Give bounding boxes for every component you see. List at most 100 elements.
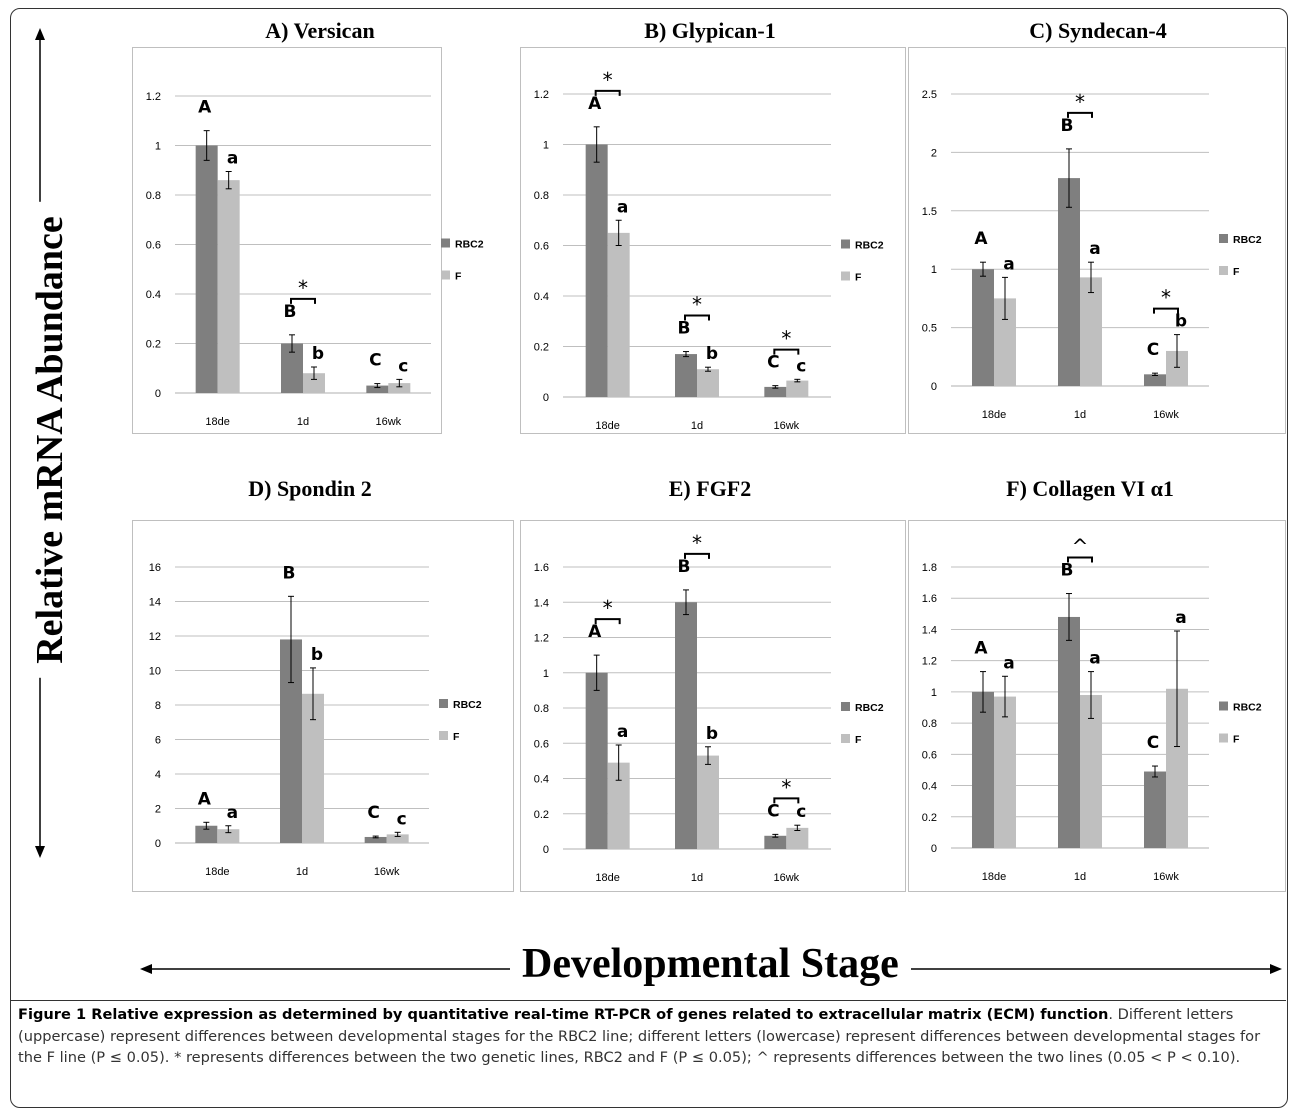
significance-mark: * bbox=[1161, 286, 1171, 310]
y-tick-label: 0.8 bbox=[534, 190, 549, 202]
y-tick-label: 1 bbox=[931, 687, 937, 699]
figure-frame bbox=[10, 8, 1288, 1108]
y-tick-label: 8 bbox=[155, 700, 161, 712]
significance-letter: A bbox=[588, 622, 602, 642]
significance-letter: a bbox=[617, 722, 628, 742]
bar-rbc2 bbox=[675, 354, 697, 397]
caption-label: Figure 1 Relative expression as determin… bbox=[18, 1006, 1109, 1023]
y-tick-label: 1 bbox=[931, 264, 937, 276]
y-tick-label: 0.2 bbox=[534, 809, 549, 821]
x-tick-label: 16wk bbox=[1153, 871, 1179, 883]
significance-letter: c bbox=[796, 356, 806, 376]
y-tick-label: 0 bbox=[931, 843, 937, 855]
x-tick-label: 16wk bbox=[773, 420, 799, 432]
bar-rbc2 bbox=[675, 602, 697, 849]
x-tick-label: 18de bbox=[982, 409, 1006, 421]
x-axis-title-text: Developmental Stage bbox=[510, 941, 911, 987]
bar-f bbox=[1080, 695, 1102, 848]
bar-rbc2 bbox=[972, 269, 994, 386]
significance-letter: c bbox=[398, 356, 408, 376]
bar-rbc2 bbox=[195, 825, 218, 843]
significance-bracket bbox=[773, 797, 800, 804]
legend-label: F bbox=[855, 272, 862, 284]
y-tick-label: 0.4 bbox=[146, 289, 161, 301]
bar-rbc2 bbox=[280, 639, 302, 843]
y-tick-label: 0.2 bbox=[534, 342, 549, 354]
legend-swatch-rbc2 bbox=[1219, 701, 1228, 711]
figure-caption: Figure 1 Relative expression as determin… bbox=[18, 1004, 1280, 1069]
significance-mark: ^ bbox=[1072, 535, 1089, 559]
chart-svg: 0 0.2 0.4 0.6 0.8 1 1.2 1.4 1.6 1.8 18de Aa 1d Ba ^ 16w… bbox=[922, 535, 1262, 883]
significance-letter: C bbox=[369, 351, 381, 371]
x-tick-label: 18de bbox=[595, 420, 619, 432]
significance-mark: * bbox=[781, 327, 791, 351]
significance-letter: A bbox=[198, 789, 212, 809]
legend-label: RBC2 bbox=[855, 240, 884, 252]
y-tick-label: 1.2 bbox=[534, 633, 549, 645]
significance-letter: B bbox=[678, 557, 691, 577]
y-tick-label: 1.6 bbox=[922, 593, 937, 605]
significance-letter: a bbox=[227, 148, 238, 168]
legend-swatch-f bbox=[841, 734, 850, 743]
y-tick-label: 0.4 bbox=[922, 781, 937, 793]
caption-text: . Different letters (uppercase) represen… bbox=[18, 1006, 1261, 1066]
bar-f bbox=[994, 696, 1016, 848]
significance-letter: B bbox=[283, 563, 296, 583]
bar-f bbox=[217, 180, 240, 393]
y-tick-label: 10 bbox=[149, 666, 161, 678]
significance-letter: C bbox=[767, 353, 779, 373]
bar-rbc2 bbox=[585, 672, 608, 849]
legend-swatch-f bbox=[1219, 733, 1228, 743]
y-tick-label: 1.8 bbox=[922, 562, 937, 574]
significance-letter: a bbox=[1003, 653, 1014, 673]
significance-letter: b bbox=[706, 724, 718, 744]
caption-divider bbox=[10, 1000, 1286, 1107]
x-tick-label: 1d bbox=[691, 420, 703, 432]
bar-f bbox=[697, 369, 719, 397]
panel-title: A) Versican bbox=[265, 18, 375, 43]
legend-swatch-f bbox=[441, 270, 450, 280]
legend-label: F bbox=[855, 734, 862, 746]
y-tick-label: 0.6 bbox=[922, 749, 937, 761]
legend-label: RBC2 bbox=[855, 702, 884, 714]
bar-rbc2 bbox=[1144, 771, 1166, 848]
y-tick-label: 0 bbox=[543, 392, 549, 404]
significance-letter: A bbox=[588, 94, 602, 114]
significance-letter: B bbox=[284, 302, 297, 322]
significance-bracket bbox=[684, 552, 710, 559]
y-tick-label: 1.2 bbox=[922, 656, 937, 668]
significance-letter: a bbox=[1003, 254, 1014, 274]
y-tick-label: 16 bbox=[149, 562, 161, 574]
legend-label: F bbox=[1233, 734, 1240, 746]
legend-swatch-rbc2 bbox=[841, 239, 850, 249]
panel-title: B) Glypican-1 bbox=[644, 18, 776, 43]
bar-f bbox=[697, 755, 719, 849]
legend-label: RBC2 bbox=[1233, 702, 1262, 714]
significance-letter: C bbox=[1147, 340, 1159, 360]
x-tick-label: 16wk bbox=[773, 872, 799, 884]
significance-letter: c bbox=[397, 809, 407, 829]
significance-mark: * bbox=[603, 596, 613, 620]
y-tick-label: 1.4 bbox=[534, 597, 549, 609]
significance-bracket bbox=[773, 348, 800, 355]
x-tick-label: 16wk bbox=[374, 866, 400, 878]
significance-mark: * bbox=[692, 293, 702, 317]
y-tick-label: 12 bbox=[149, 631, 161, 643]
significance-bracket bbox=[1153, 307, 1179, 314]
bar-rbc2 bbox=[764, 835, 787, 849]
x-tick-label: 18de bbox=[205, 416, 229, 428]
y-tick-label: 1 bbox=[543, 668, 549, 680]
legend-swatch-f bbox=[841, 271, 850, 281]
significance-bracket bbox=[1067, 111, 1093, 118]
y-tick-label: 1.2 bbox=[146, 91, 161, 103]
legend-swatch-f bbox=[1219, 266, 1228, 275]
significance-letter: B bbox=[678, 319, 691, 339]
significance-letter: B bbox=[1061, 116, 1074, 136]
y-tick-label: 0 bbox=[931, 381, 937, 393]
legend-label: F bbox=[1233, 266, 1240, 278]
y-tick-label: 0.8 bbox=[146, 190, 161, 202]
bar-f bbox=[1166, 350, 1188, 386]
